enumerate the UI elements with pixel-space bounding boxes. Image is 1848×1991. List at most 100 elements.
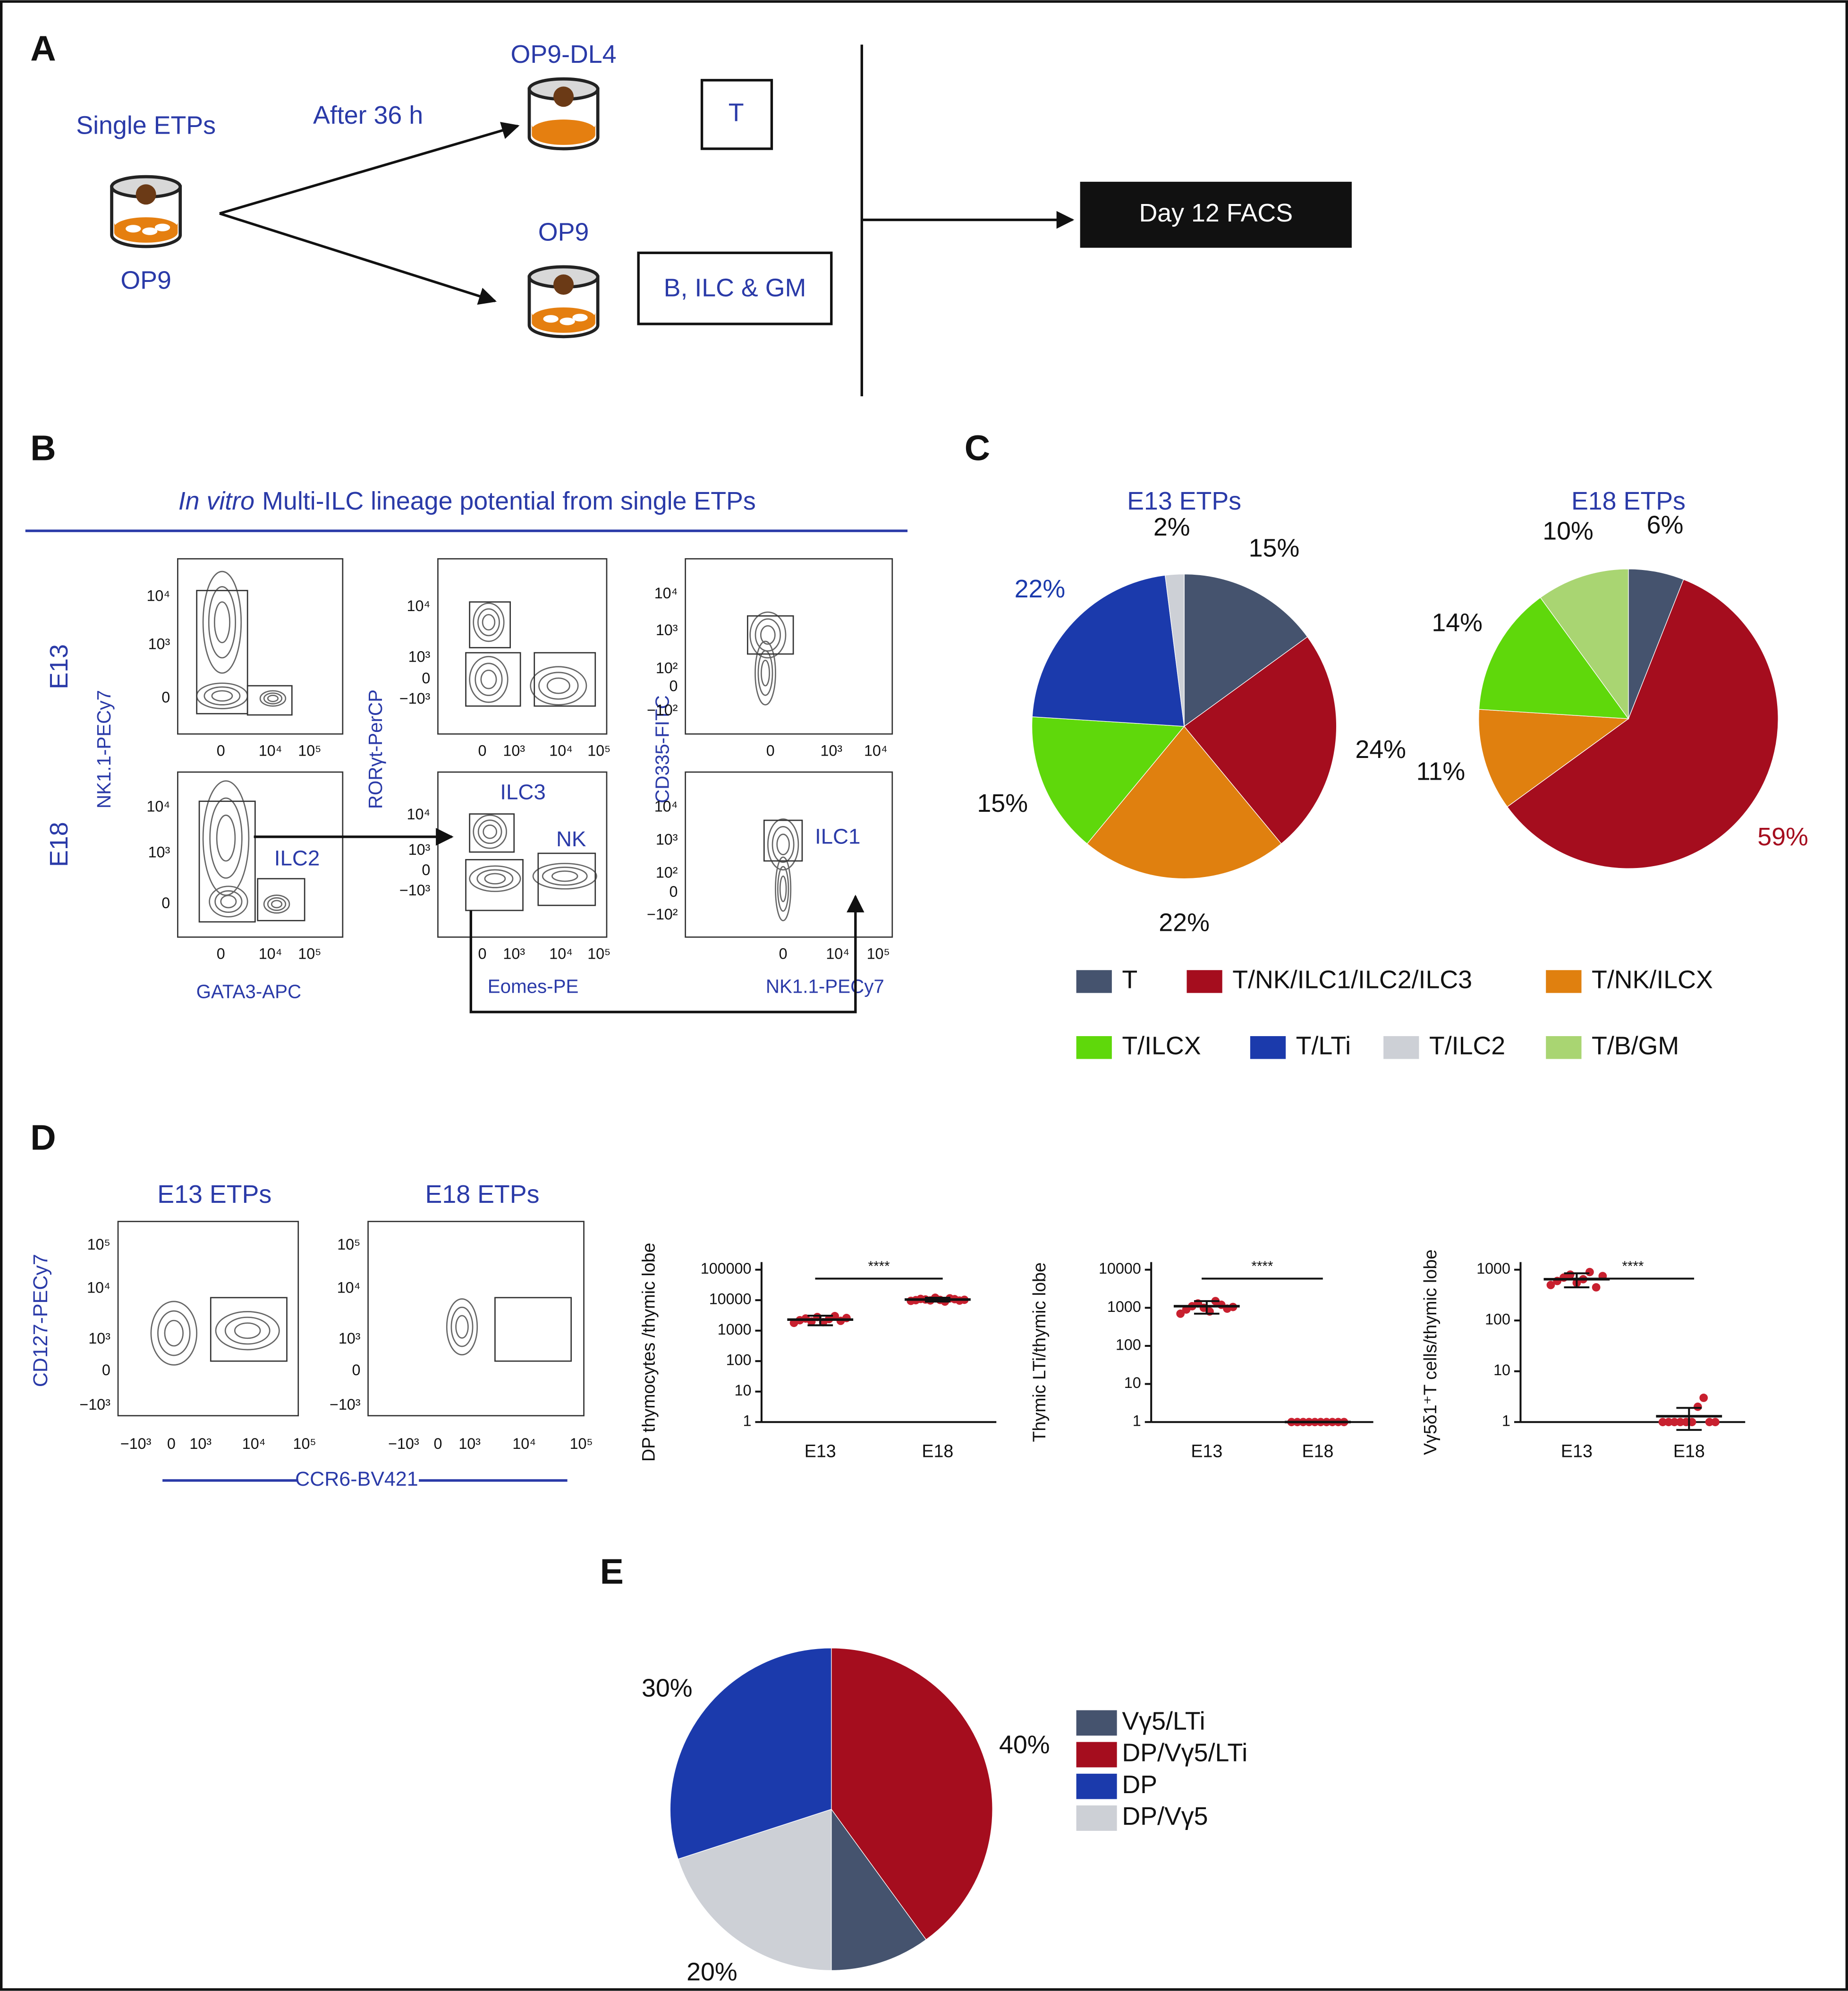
plot-frame — [685, 558, 893, 735]
stromal-cell — [572, 314, 588, 322]
legend-label: T/NK/ILCX — [1592, 966, 1713, 994]
pie-slice — [1628, 569, 1684, 719]
axis-title: DP thymocytes /thymic lobe — [638, 1243, 658, 1462]
y-tick-label: 100 — [1485, 1311, 1510, 1328]
y-tick-label: 10⁴ — [407, 806, 431, 823]
y-tick-label: 10 — [1493, 1361, 1510, 1378]
caption: OP9-DL4 — [511, 40, 617, 68]
y-tick-label: 10⁵ — [87, 1236, 110, 1253]
contour — [551, 870, 578, 882]
gate — [257, 878, 305, 921]
plot-frame — [367, 1221, 585, 1417]
medium-bottom — [532, 307, 595, 328]
data-point — [1676, 1418, 1685, 1427]
pie-slice — [1184, 573, 1308, 727]
y-tick-label: 10⁴ — [146, 587, 170, 604]
axis-title: Vγ5δ1⁺T cells/thymic lobe — [1420, 1250, 1440, 1455]
panel-letter: E — [600, 1552, 624, 1591]
gate — [198, 800, 256, 923]
axis-title: Eomes-PE — [488, 976, 579, 997]
contour — [530, 666, 587, 706]
axis-title: NK1.1-PECy7 — [766, 976, 884, 997]
y-tick-label: 1 — [1133, 1412, 1141, 1429]
contour — [760, 625, 776, 645]
contour — [267, 695, 279, 702]
legend-swatch — [1546, 1036, 1582, 1059]
axis-title: CCR6-BV421 — [295, 1468, 418, 1490]
x-tick-label: 10³ — [189, 1435, 212, 1452]
y-tick-label: −10³ — [330, 1396, 361, 1413]
gate — [534, 652, 596, 707]
y-tick-label: 100 — [726, 1352, 752, 1369]
pie-value-label: 6% — [1647, 511, 1684, 539]
y-tick-label: 100000 — [701, 1260, 752, 1277]
etp-cell — [553, 274, 574, 295]
y-tick-label: 10² — [656, 864, 678, 881]
pie-slice — [678, 1809, 832, 1971]
contour — [546, 677, 570, 694]
contour — [761, 659, 770, 687]
pie-slice — [1086, 726, 1282, 879]
x-tick-label: 0 — [217, 742, 225, 759]
panel-title: In vitro Multi-ILC lineage potential from… — [178, 487, 756, 515]
arrow — [219, 212, 497, 305]
contour — [220, 894, 237, 909]
contour — [263, 894, 290, 914]
plot-frame — [117, 1221, 299, 1417]
x-tick-label: 0 — [433, 1435, 442, 1452]
contour — [469, 865, 521, 892]
y-tick-label: 10² — [656, 660, 678, 677]
pie-value-label: 10% — [1543, 517, 1594, 545]
contour — [259, 690, 287, 707]
legend-label: Vγ5/LTi — [1122, 1707, 1205, 1736]
contour — [480, 669, 497, 689]
box-label: Day 12 FACS — [1139, 199, 1293, 227]
x-tick-label: 10⁵ — [298, 945, 321, 962]
x-tick-label: 10³ — [503, 742, 525, 759]
data-point — [1705, 1418, 1714, 1427]
contour — [202, 570, 242, 674]
pie-value-label: 10% — [869, 1986, 920, 1991]
x-tick-label: 10⁵ — [298, 742, 321, 759]
y-tick-label: 10³ — [339, 1330, 361, 1347]
y-tick-label: 1000 — [1476, 1260, 1510, 1277]
x-tick-label: E18 — [922, 1441, 953, 1461]
x-tick-label: 10³ — [820, 742, 842, 759]
pie-value-label: 30% — [642, 1674, 693, 1702]
legend-swatch — [1076, 1742, 1117, 1768]
legend-label: DP — [1122, 1770, 1157, 1799]
contour — [263, 692, 283, 705]
y-tick-label: 10 — [735, 1382, 752, 1399]
data-point — [1566, 1270, 1575, 1279]
y-tick-label: 10⁴ — [337, 1279, 361, 1296]
caption: After 36 h — [313, 101, 423, 129]
plot-frame — [437, 771, 608, 938]
y-tick-label: −10³ — [399, 690, 431, 707]
contour — [224, 1317, 271, 1345]
x-tick-label: E13 — [1561, 1441, 1593, 1461]
contour — [476, 869, 514, 888]
significance-label: **** — [868, 1259, 890, 1274]
significance-label: **** — [1251, 1259, 1273, 1274]
y-tick-label: 1000 — [1107, 1298, 1141, 1315]
y-tick-label: 0 — [102, 1361, 110, 1378]
plot-title: E13 ETPs — [157, 1180, 271, 1208]
contour — [455, 1315, 469, 1339]
legend-swatch — [1250, 1036, 1286, 1059]
y-tick-label: −10² — [647, 701, 678, 718]
y-tick-label: 1 — [1502, 1412, 1510, 1429]
data-point — [1585, 1268, 1594, 1276]
y-tick-label: 0 — [161, 894, 170, 911]
y-tick-label: 1000 — [718, 1321, 752, 1338]
data-point — [1546, 1281, 1555, 1289]
pie-value-label: 59% — [1757, 823, 1808, 851]
chart-title: E18 ETPs — [1571, 487, 1686, 515]
title-rest: Multi-ILC lineage potential from single … — [262, 487, 756, 515]
contour — [757, 650, 773, 696]
box-label: T — [729, 99, 744, 127]
x-tick-label: 10⁴ — [259, 742, 282, 759]
y-tick-label: 10³ — [656, 621, 678, 638]
title-italic: In vitro — [178, 487, 254, 515]
